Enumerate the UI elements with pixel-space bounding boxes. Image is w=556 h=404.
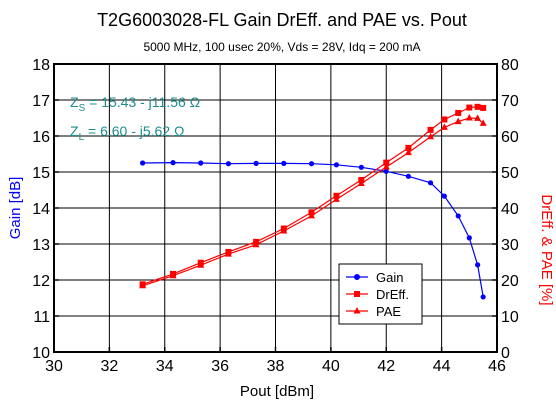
data-point-gain (308, 161, 315, 167)
legend-label-dreff: DrEff. (376, 287, 409, 302)
legend-marker-dreff (354, 291, 360, 297)
data-point-gain (441, 193, 447, 199)
legend: Gain DrEff. PAE (338, 263, 423, 325)
y-left-tick-label: 17 (32, 93, 50, 110)
y-left-tick-label: 13 (32, 237, 50, 254)
data-point-pae (332, 195, 340, 202)
data-point-dreff (405, 144, 412, 151)
data-point-dreff (427, 126, 434, 133)
data-point-gain (170, 160, 176, 166)
data-point-pae (308, 211, 315, 219)
data-point-gain (455, 213, 461, 219)
legend-entry-pae: PAE (346, 304, 401, 319)
zl-subscript: L (79, 132, 85, 143)
data-point-dreff (480, 104, 487, 111)
y-right-tick-label: 70 (501, 93, 519, 110)
y-axis-label-left: Gain [dB] (7, 177, 24, 240)
zs-annotation: ZS = 15.43 - j11.56 Ω (70, 94, 200, 114)
y-right-tick-label: 40 (501, 201, 519, 218)
data-point-pae (382, 163, 390, 170)
data-point-gain (427, 180, 434, 186)
x-axis-label: Pout [dBm] (240, 383, 314, 400)
x-tick-label: 42 (377, 358, 395, 375)
data-point-gain (333, 162, 340, 168)
x-tick-label: 30 (45, 358, 63, 375)
y-axis-label-right: DrEff. & PAE [%] (538, 194, 555, 305)
data-point-pae (465, 114, 473, 121)
data-point-dreff (455, 109, 462, 116)
data-point-gain (140, 160, 146, 166)
data-point-gain (225, 161, 232, 167)
data-point-pae (474, 114, 482, 121)
zl-annotation: ZL = 6.60 - j5.62 Ω (70, 123, 184, 143)
y-right-tick-label: 10 (501, 309, 519, 326)
legend-marker-pae (353, 307, 361, 314)
data-point-gain (383, 168, 389, 174)
y-right-tick-label: 20 (501, 273, 519, 290)
data-point-pae (404, 148, 412, 156)
y-left-tick-label: 12 (32, 273, 50, 290)
y-right-tick-label: 30 (501, 237, 519, 254)
series-layer (139, 103, 487, 300)
data-point-pae (139, 281, 147, 289)
zs-prefix: Z (70, 94, 79, 110)
grid (54, 64, 497, 352)
data-point-dreff (466, 104, 473, 111)
data-point-gain (480, 294, 486, 300)
data-point-gain (358, 164, 364, 170)
legend-label-gain: Gain (376, 270, 403, 285)
x-tick-label: 38 (267, 358, 285, 375)
y-right-tick-label: 60 (501, 129, 519, 146)
y-right-tick-label: 80 (501, 57, 519, 74)
zl-prefix: Z (70, 123, 79, 139)
y-left-tick-label: 14 (32, 201, 50, 218)
y-left-tick-label: 16 (32, 129, 50, 146)
chart-subtitle: 5000 MHz, 100 usec 20%, Vds = 28V, Idq =… (143, 40, 420, 54)
data-point-gain (253, 160, 259, 166)
data-point-pae (427, 132, 435, 140)
ticks: 30 32 34 36 38 40 42 44 46 10 11 12 13 14 15 16 17 18 0 10 2… (32, 57, 519, 375)
data-point-gain (475, 262, 481, 268)
data-point-pae (454, 117, 462, 125)
x-tick-label: 40 (322, 358, 340, 375)
x-tick-label: 44 (433, 358, 451, 375)
legend-label-pae: PAE (376, 304, 401, 319)
data-point-pae (197, 261, 205, 268)
legend-entry-gain: Gain (346, 270, 403, 285)
data-point-pae (479, 119, 487, 126)
data-point-gain (281, 160, 287, 166)
chart-title: T2G6003028-FL Gain DrEff. and PAE vs. Po… (97, 10, 467, 30)
data-point-pae (169, 271, 177, 279)
x-tick-label: 32 (100, 358, 118, 375)
zl-text: = 6.60 - j5.62 Ω (84, 123, 184, 139)
data-point-pae (357, 179, 365, 186)
x-tick-label: 36 (211, 358, 229, 375)
x-tick-label: 34 (156, 358, 174, 375)
data-point-pae (440, 123, 448, 130)
data-point-dreff (474, 103, 481, 110)
zs-subscript: S (79, 103, 86, 114)
data-point-dreff (383, 159, 390, 166)
y-right-tick-label: 0 (501, 345, 510, 362)
y-right-tick-label: 50 (501, 165, 519, 182)
y-left-tick-label: 11 (33, 309, 50, 326)
y-left-tick-label: 15 (32, 165, 50, 182)
data-point-pae (280, 227, 288, 234)
data-point-gain (405, 173, 411, 179)
data-point-dreff (441, 116, 448, 123)
data-point-gain (466, 235, 472, 241)
legend-marker-gain (354, 274, 360, 280)
y-left-tick-label: 18 (32, 57, 50, 74)
legend-entry-dreff: DrEff. (346, 287, 409, 302)
y-left-tick-label: 10 (32, 345, 50, 362)
data-point-gain (198, 160, 204, 166)
x-tick-label: 46 (488, 358, 506, 375)
zs-text: = 15.43 - j11.56 Ω (85, 94, 200, 110)
data-point-pae (224, 250, 232, 257)
data-point-pae (252, 240, 260, 248)
